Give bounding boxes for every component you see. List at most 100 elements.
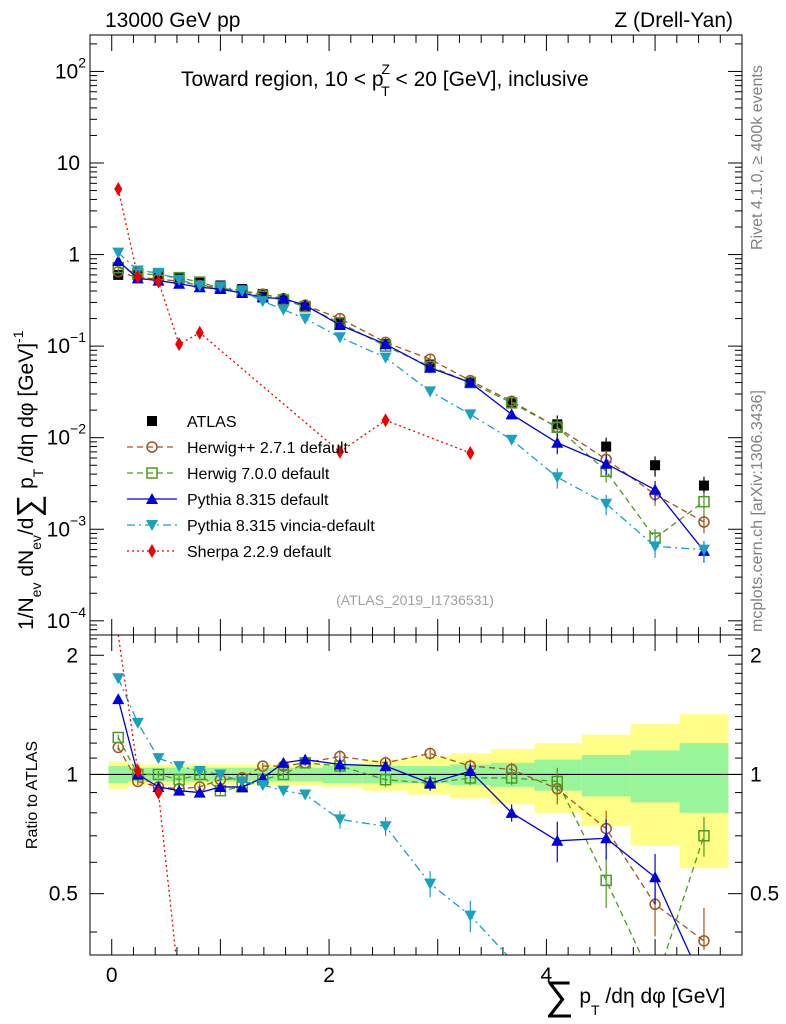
point-pythia-8-315-vincia-default xyxy=(551,472,564,484)
point-herwig-7-0-0-default xyxy=(505,397,518,409)
point-pythia-8-315-default xyxy=(299,299,312,311)
point-sherpa-2-2-9-default xyxy=(335,444,344,459)
ratio-point-pythia-8-315-default xyxy=(600,832,613,844)
main-y-tick-labels: 10−4 10−3 10−2 10−1 1 10 102 xyxy=(47,54,87,632)
ratio-point-pythia-8-315-default xyxy=(505,806,518,818)
ratio-point-herwig-7-0-0-default xyxy=(505,772,518,784)
point-sherpa-2-2-9-default xyxy=(466,446,475,461)
point-pythia-8-315-vincia-default xyxy=(236,286,249,298)
ratio-point-pythia-8-315-vincia-default xyxy=(214,769,227,781)
ratio-point-herwig-7-0-0-default xyxy=(379,773,392,786)
point-pythia-8-315-vincia-default xyxy=(193,280,206,292)
point-pythia-8-315-vincia-default xyxy=(173,274,186,286)
point-pythia-8-315-vincia-default xyxy=(256,296,269,308)
ratio-panel: 0 2 4 0.5 0.5 1 1 2 2 Ratio to ATLAS xyxy=(24,634,779,987)
ratio-point-herwig-7-0-0-default xyxy=(698,830,710,842)
legend-label: Herwig 7.0.0 default xyxy=(187,466,330,483)
legend-entry: Pythia 8.315 default xyxy=(127,492,329,509)
y-tick-label: 10 xyxy=(57,152,80,175)
point-pythia-8-315-vincia-default xyxy=(424,386,437,398)
ratio-y-tick-label: 2 xyxy=(66,644,78,667)
y-axis-title: 1/Nev dNev/d∑ pT /dη dφ [GeV]-1 xyxy=(10,330,46,630)
ratio-point-herwig-7-0-0-default xyxy=(277,768,290,781)
ratio-point-pythia-8-315-default xyxy=(193,786,206,798)
legend-entry: Herwig++ 2.7.1 default xyxy=(127,440,349,457)
y-tick-label: 10−1 xyxy=(47,329,87,358)
ratio-point-pythia-8-315-vincia-default xyxy=(152,753,165,765)
ratio-point-herwig-7-0-0-default xyxy=(551,775,564,788)
legend: ATLAS Herwig++ 2.7.1 default Herwig 7.0.0 … xyxy=(127,414,375,561)
analysis-watermark: (ATLAS_2019_I1736531) xyxy=(336,592,494,608)
point-pythia-8-315-vincia-default xyxy=(600,498,613,510)
y-tick-label: 10−3 xyxy=(47,512,87,541)
ratio-point-pythia-8-315-vincia-default xyxy=(112,673,125,685)
ratio-point-herwig-2-7-1-default xyxy=(424,747,436,760)
ratio-y-tick-label-right: 1 xyxy=(750,763,762,786)
point-herwig-7-0-0-default xyxy=(551,421,564,434)
point-pythia-8-315-default xyxy=(379,338,392,350)
ratio-point-pythia-8-315-vincia-default xyxy=(464,910,477,922)
ratio-y-tick-label-right: 2 xyxy=(750,644,762,667)
point-pythia-8-315-vincia-default xyxy=(333,332,346,344)
ratio-point-pythia-8-315-vincia-default xyxy=(299,789,312,801)
main-panel: 10−4 10−3 10−2 10−1 1 10 102 Toward region, 10… xyxy=(10,34,743,636)
point-pythia-8-315-vincia-default xyxy=(649,541,662,553)
header-process: Z (Drell-Yan) xyxy=(614,9,733,32)
point-pythia-8-315-vincia-default xyxy=(379,352,392,364)
ratio-point-pythia-8-315-default xyxy=(333,758,346,770)
point-atlas xyxy=(601,441,612,452)
point-pythia-8-315-default xyxy=(464,376,477,388)
ratio-point-pythia-8-315-default xyxy=(464,765,477,777)
x-tick-label: 4 xyxy=(541,964,553,987)
ratio-y-axis-title: Ratio to ATLAS xyxy=(24,741,41,849)
ratio-point-pythia-8-315-default xyxy=(112,693,125,705)
legend-entry: ATLAS xyxy=(147,414,237,431)
ratio-point-sherpa-2-2-9-default xyxy=(133,764,142,779)
point-pythia-8-315-vincia-default xyxy=(697,544,710,556)
ratio-series-group xyxy=(90,635,742,955)
ratio-y-tick-label-right: 0.5 xyxy=(750,883,779,906)
ratio-point-pythia-8-315-default xyxy=(551,834,564,846)
rivet-label: Rivet 4.1.0, ≥ 400k events xyxy=(749,65,766,250)
ratio-y-tick-label: 1 xyxy=(66,763,78,786)
ratio-point-pythia-8-315-default xyxy=(277,756,290,768)
ratio-point-pythia-8-315-vincia-default xyxy=(256,780,269,792)
y-tick-label: 10−2 xyxy=(47,421,87,450)
point-sherpa-2-2-9-default xyxy=(195,325,204,340)
ratio-point-pythia-8-315-vincia-default xyxy=(277,785,290,797)
band-inner xyxy=(630,750,680,803)
band-inner xyxy=(679,743,729,813)
x-tick-label: 2 xyxy=(323,964,335,987)
point-herwig-2-7-1-default xyxy=(698,516,710,528)
ratio-point-pythia-8-315-vincia-default xyxy=(236,776,249,788)
legend-marker xyxy=(148,544,156,558)
legend-marker xyxy=(146,520,158,531)
legend-label: Sherpa 2.2.9 default xyxy=(187,544,332,561)
point-sherpa-2-2-9-default xyxy=(114,182,123,197)
legend-marker xyxy=(146,441,158,453)
ratio-axis-ticks: 0 2 4 0.5 0.5 1 1 2 2 xyxy=(49,635,779,987)
ratio-point-pythia-8-315-vincia-default xyxy=(424,878,437,890)
ratio-point-pythia-8-315-default xyxy=(173,784,186,796)
ratio-point-pythia-8-315-vincia-default xyxy=(193,766,206,778)
point-pythia-8-315-vincia-default xyxy=(299,313,312,325)
legend-marker xyxy=(146,493,158,504)
ratio-point-pythia-8-315-default xyxy=(424,777,437,789)
legend-label: Pythia 8.315 vincia-default xyxy=(187,518,375,535)
band-inner xyxy=(581,754,631,797)
y-tick-label: 1 xyxy=(68,244,80,267)
point-sherpa-2-2-9-default xyxy=(175,337,184,352)
legend-entry: Pythia 8.315 vincia-default xyxy=(127,518,375,535)
ratio-point-pythia-8-315-default xyxy=(649,871,662,883)
ratio-point-pythia-8-315-vincia-default xyxy=(131,717,144,729)
ratio-point-herwig-7-0-0-default xyxy=(600,874,612,887)
legend-entry: Sherpa 2.2.9 default xyxy=(127,544,332,561)
ratio-line-sherpa-2-2-9-default xyxy=(117,635,177,955)
ratio-point-pythia-8-315-vincia-default xyxy=(379,821,392,833)
ratio-point-pythia-8-315-default xyxy=(299,753,312,765)
mcplots-label: mcplots.cern.ch [arXiv:1306.3436] xyxy=(749,390,766,632)
point-pythia-8-315-vincia-default xyxy=(464,409,477,421)
series-line-sherpa-2-2-9-default xyxy=(117,188,471,454)
point-pythia-8-315-default xyxy=(551,436,564,448)
point-pythia-8-315-vincia-default xyxy=(112,247,125,259)
